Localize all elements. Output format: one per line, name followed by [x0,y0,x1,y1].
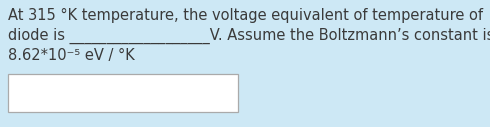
Text: 8.62*10⁻⁵ eV / °K: 8.62*10⁻⁵ eV / °K [8,48,135,63]
FancyBboxPatch shape [8,74,238,112]
Text: At 315 °K temperature, the voltage equivalent of temperature of: At 315 °K temperature, the voltage equiv… [8,8,483,23]
Text: diode is ___________________V. Assume the Boltzmann’s constant is: diode is ___________________V. Assume th… [8,28,490,44]
